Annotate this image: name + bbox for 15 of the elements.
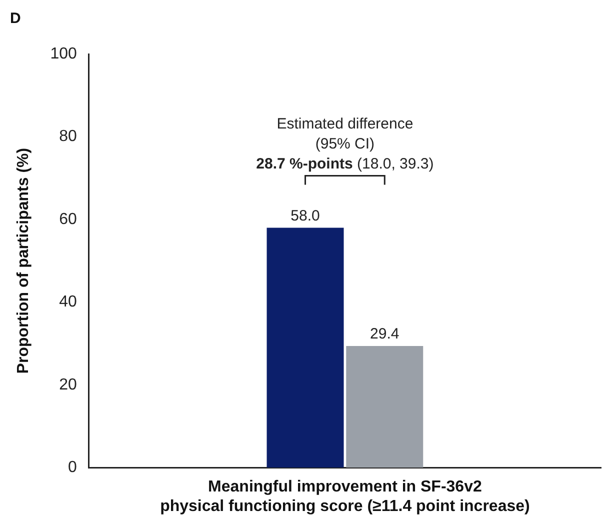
x-axis-title: Meaningful improvement in SF-36v2 physical functioning score (≥11.4 point increase) xyxy=(160,478,530,515)
chart-title: D xyxy=(10,10,21,28)
y-tick-label: 100 xyxy=(50,45,77,62)
y-axis-title: Proportion of participants (%) xyxy=(15,148,32,374)
annotation: 28.7 %-points xyxy=(256,155,353,172)
data-label: 58.0 xyxy=(290,207,320,224)
annotation: (95% CI) xyxy=(315,135,375,152)
y-tick-label: 20 xyxy=(59,376,77,394)
y-tick-label: 40 xyxy=(59,294,77,311)
y-tick-label: 80 xyxy=(59,128,77,146)
annotation: (18.0, 39.3) xyxy=(357,155,434,172)
y-tick-label: 60 xyxy=(59,210,77,228)
annotation: Estimated difference xyxy=(276,115,414,132)
data-label: 29.4 xyxy=(370,326,400,343)
y-tick-label: 0 xyxy=(68,459,77,476)
